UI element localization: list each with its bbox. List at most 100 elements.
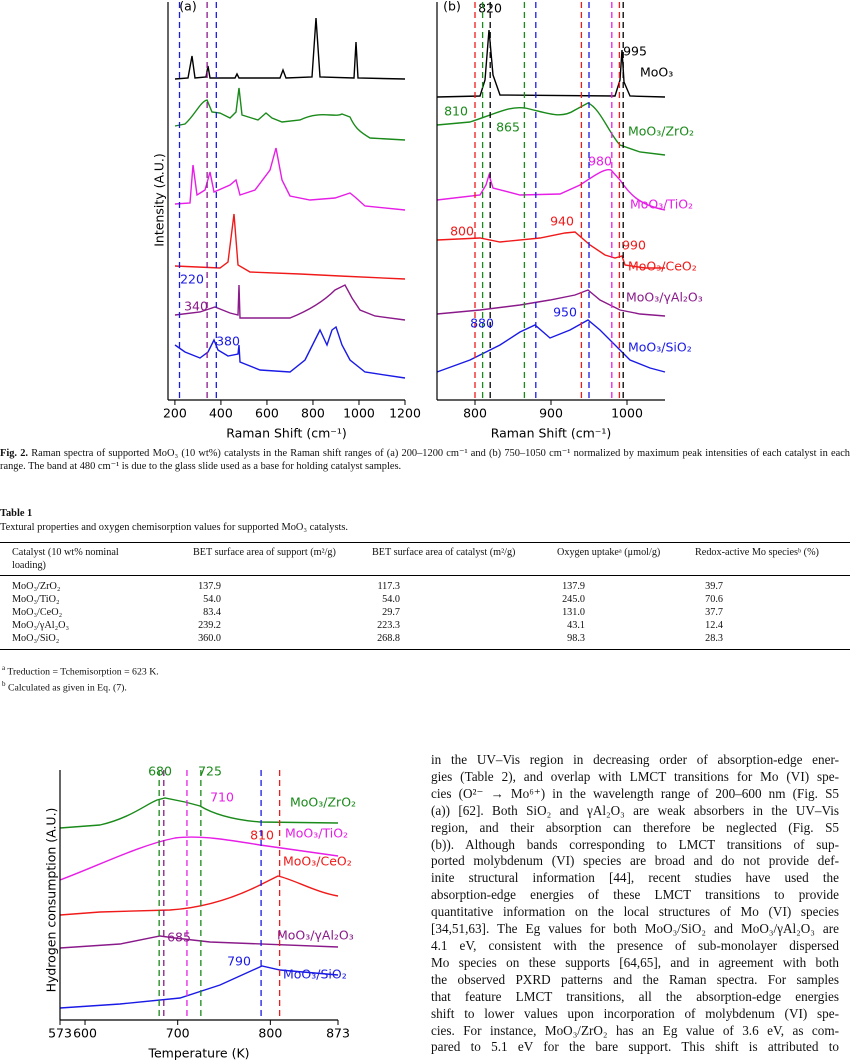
text-line: (a)) [62]. Both SiO₂ and γAl₂O₃ are weak… (431, 802, 839, 818)
table-cell: 28.3 (683, 632, 850, 650)
sample-label: MoO₃/ZrO₂ (290, 795, 356, 810)
table-row: MoO₃/SiO₂ 360.0 268.8 98.3 28.3 (0, 632, 850, 650)
table-cell: 83.4 (181, 606, 360, 619)
column-header: Redox-active Mo speciesᵇ (%) (683, 542, 850, 576)
cell-number: 360.0 (198, 633, 221, 644)
cell-number: 117.3 (377, 581, 400, 592)
peak-label: 990 (622, 238, 646, 253)
panel-label: (b) (443, 0, 461, 14)
cell-text: MoO₃/SiO₂ (12, 633, 60, 644)
table-cell: 131.0 (545, 606, 683, 619)
spectrum-trace (436, 319, 666, 373)
text-line: shift to lower values upon incorporation… (431, 1005, 839, 1021)
x-tick-label: 800 (301, 406, 325, 421)
cell-number: 268.8 (377, 633, 400, 644)
spectrum-trace (436, 102, 666, 156)
text-line: cies (O²⁻ → Mo⁶⁺) in the wavelength rang… (431, 785, 839, 801)
table-cell: MoO₃/SiO₂ (0, 632, 181, 650)
peak-label: 680 (148, 764, 172, 779)
body-text: in the UV–Vis region in decreasing order… (431, 752, 839, 1056)
text-line: (b)). Although bands corresponding to LM… (431, 836, 839, 852)
cell-number: 239.2 (198, 620, 221, 631)
sample-label: MoO₃/ZrO₂ (628, 124, 694, 139)
table-cell: 137.9 (181, 576, 360, 594)
sample-label: MoO₃/γAl₂O₃ (277, 928, 354, 943)
table-caption: Textural properties and oxygen chemisorp… (0, 522, 349, 533)
table: Catalyst (10 wt% nominal loading) BET sur… (0, 542, 850, 650)
spectrum-trace (174, 147, 406, 211)
peak-label: 950 (553, 305, 577, 320)
table-cell: 98.3 (545, 632, 683, 650)
footnote-text: Treduction = Tchemisorption = 623 K. (7, 666, 159, 678)
table-cell: 268.8 (360, 632, 545, 650)
spectrum-trace (436, 231, 665, 269)
column-header: BET surface area of catalyst (m²/g) (360, 542, 545, 576)
table-row: MoO₃/TiO₂ 54.0 54.0 245.0 70.6 (0, 593, 850, 606)
x-tick-label: 1000 (343, 406, 375, 421)
spectrum-trace (59, 836, 339, 881)
text-line: the observed PXRD patterns and the Raman… (431, 971, 839, 987)
peak-label: 340 (184, 299, 208, 314)
sample-label: MoO₃ (640, 65, 673, 80)
cell-number: 98.3 (567, 633, 585, 644)
cell-number: 70.6 (705, 594, 723, 605)
footnote-mark: a (2, 664, 6, 672)
panel-label: (a) (179, 0, 196, 14)
x-tick-label: 573 (48, 1026, 72, 1041)
peak-label: 380 (216, 334, 240, 349)
text-line: in the UV–Vis region in decreasing order… (431, 752, 839, 767)
x-axis-label: Raman Shift (cm⁻¹) (491, 426, 612, 441)
table-cell: 29.7 (360, 606, 545, 619)
cell-number: 137.9 (562, 581, 585, 592)
table-title: Table 1 (0, 508, 33, 519)
text-line: absorption-edge energies of these LMCT t… (431, 887, 839, 903)
column-header: Catalyst (10 wt% nominal loading) (0, 542, 181, 576)
table-cell: 43.1 (545, 619, 683, 632)
table-cell: 245.0 (545, 593, 683, 606)
spectrum-trace (174, 17, 406, 80)
cell-number: 137.9 (198, 581, 221, 592)
table-cell: MoO₃/ZrO₂ (0, 576, 181, 594)
cell-number: 83.4 (203, 607, 221, 618)
sample-label: MoO₃/CeO₂ (628, 259, 697, 274)
peak-label: 810 (250, 828, 274, 843)
footnote: b Calculated as given in Eq. (7). (0, 678, 159, 694)
table-cell: 12.4 (683, 619, 850, 632)
table-cell: 54.0 (181, 593, 360, 606)
sample-label: MoO₃/TiO₂ (285, 826, 348, 841)
cell-text: MoO₃/ZrO₂ (12, 581, 61, 592)
x-tick-label: 200 (163, 406, 187, 421)
cell-number: 29.7 (382, 607, 400, 618)
text-line: [34,51,63]. The Eg values for both MoO₃/… (431, 921, 839, 937)
peak-label: 980 (588, 154, 612, 169)
sample-label: MoO₃/TiO₂ (630, 197, 693, 212)
peak-label: 940 (550, 214, 574, 229)
table-cell: 117.3 (360, 576, 545, 594)
text-line: pared to 5.1 eV for the bare support. Th… (431, 1039, 839, 1055)
spectrum-trace (174, 325, 406, 379)
text-line: inite structural information [44], recen… (431, 870, 839, 886)
spectrum-trace (174, 87, 406, 141)
spectrum-trace (59, 797, 339, 829)
x-tick-label: 1200 (389, 406, 421, 421)
peak-label: 800 (450, 224, 474, 239)
y-axis-label: Hydrogen consumption (A.U.) (44, 808, 59, 993)
text-line: 4.1 eV, consistent with the presence of … (431, 937, 839, 953)
spectrum-trace (174, 284, 406, 321)
spectrum-trace (59, 935, 339, 949)
peak-label: 810 (444, 104, 468, 119)
cell-number: 37.7 (705, 607, 723, 618)
footnote-text: Calculated as given in Eq. (7). (7, 682, 127, 694)
x-tick-label: 400 (209, 406, 233, 421)
table-cell: 54.0 (360, 593, 545, 606)
table-cell: 239.2 (181, 619, 360, 632)
peak-label: 820 (478, 1, 502, 16)
cell-text: MoO₃/TiO₂ (12, 594, 60, 605)
sample-label: MoO₃/γAl₂O₃ (626, 290, 703, 305)
peak-label: 880 (470, 316, 494, 331)
cell-number: 28.3 (705, 633, 723, 644)
text-line: Mo species on these supports [64,65], an… (431, 954, 839, 970)
text-line: cies. For instance, MoO₃/ZrO₂ has an Eg … (431, 1022, 839, 1038)
footnote-mark: b (2, 680, 6, 689)
